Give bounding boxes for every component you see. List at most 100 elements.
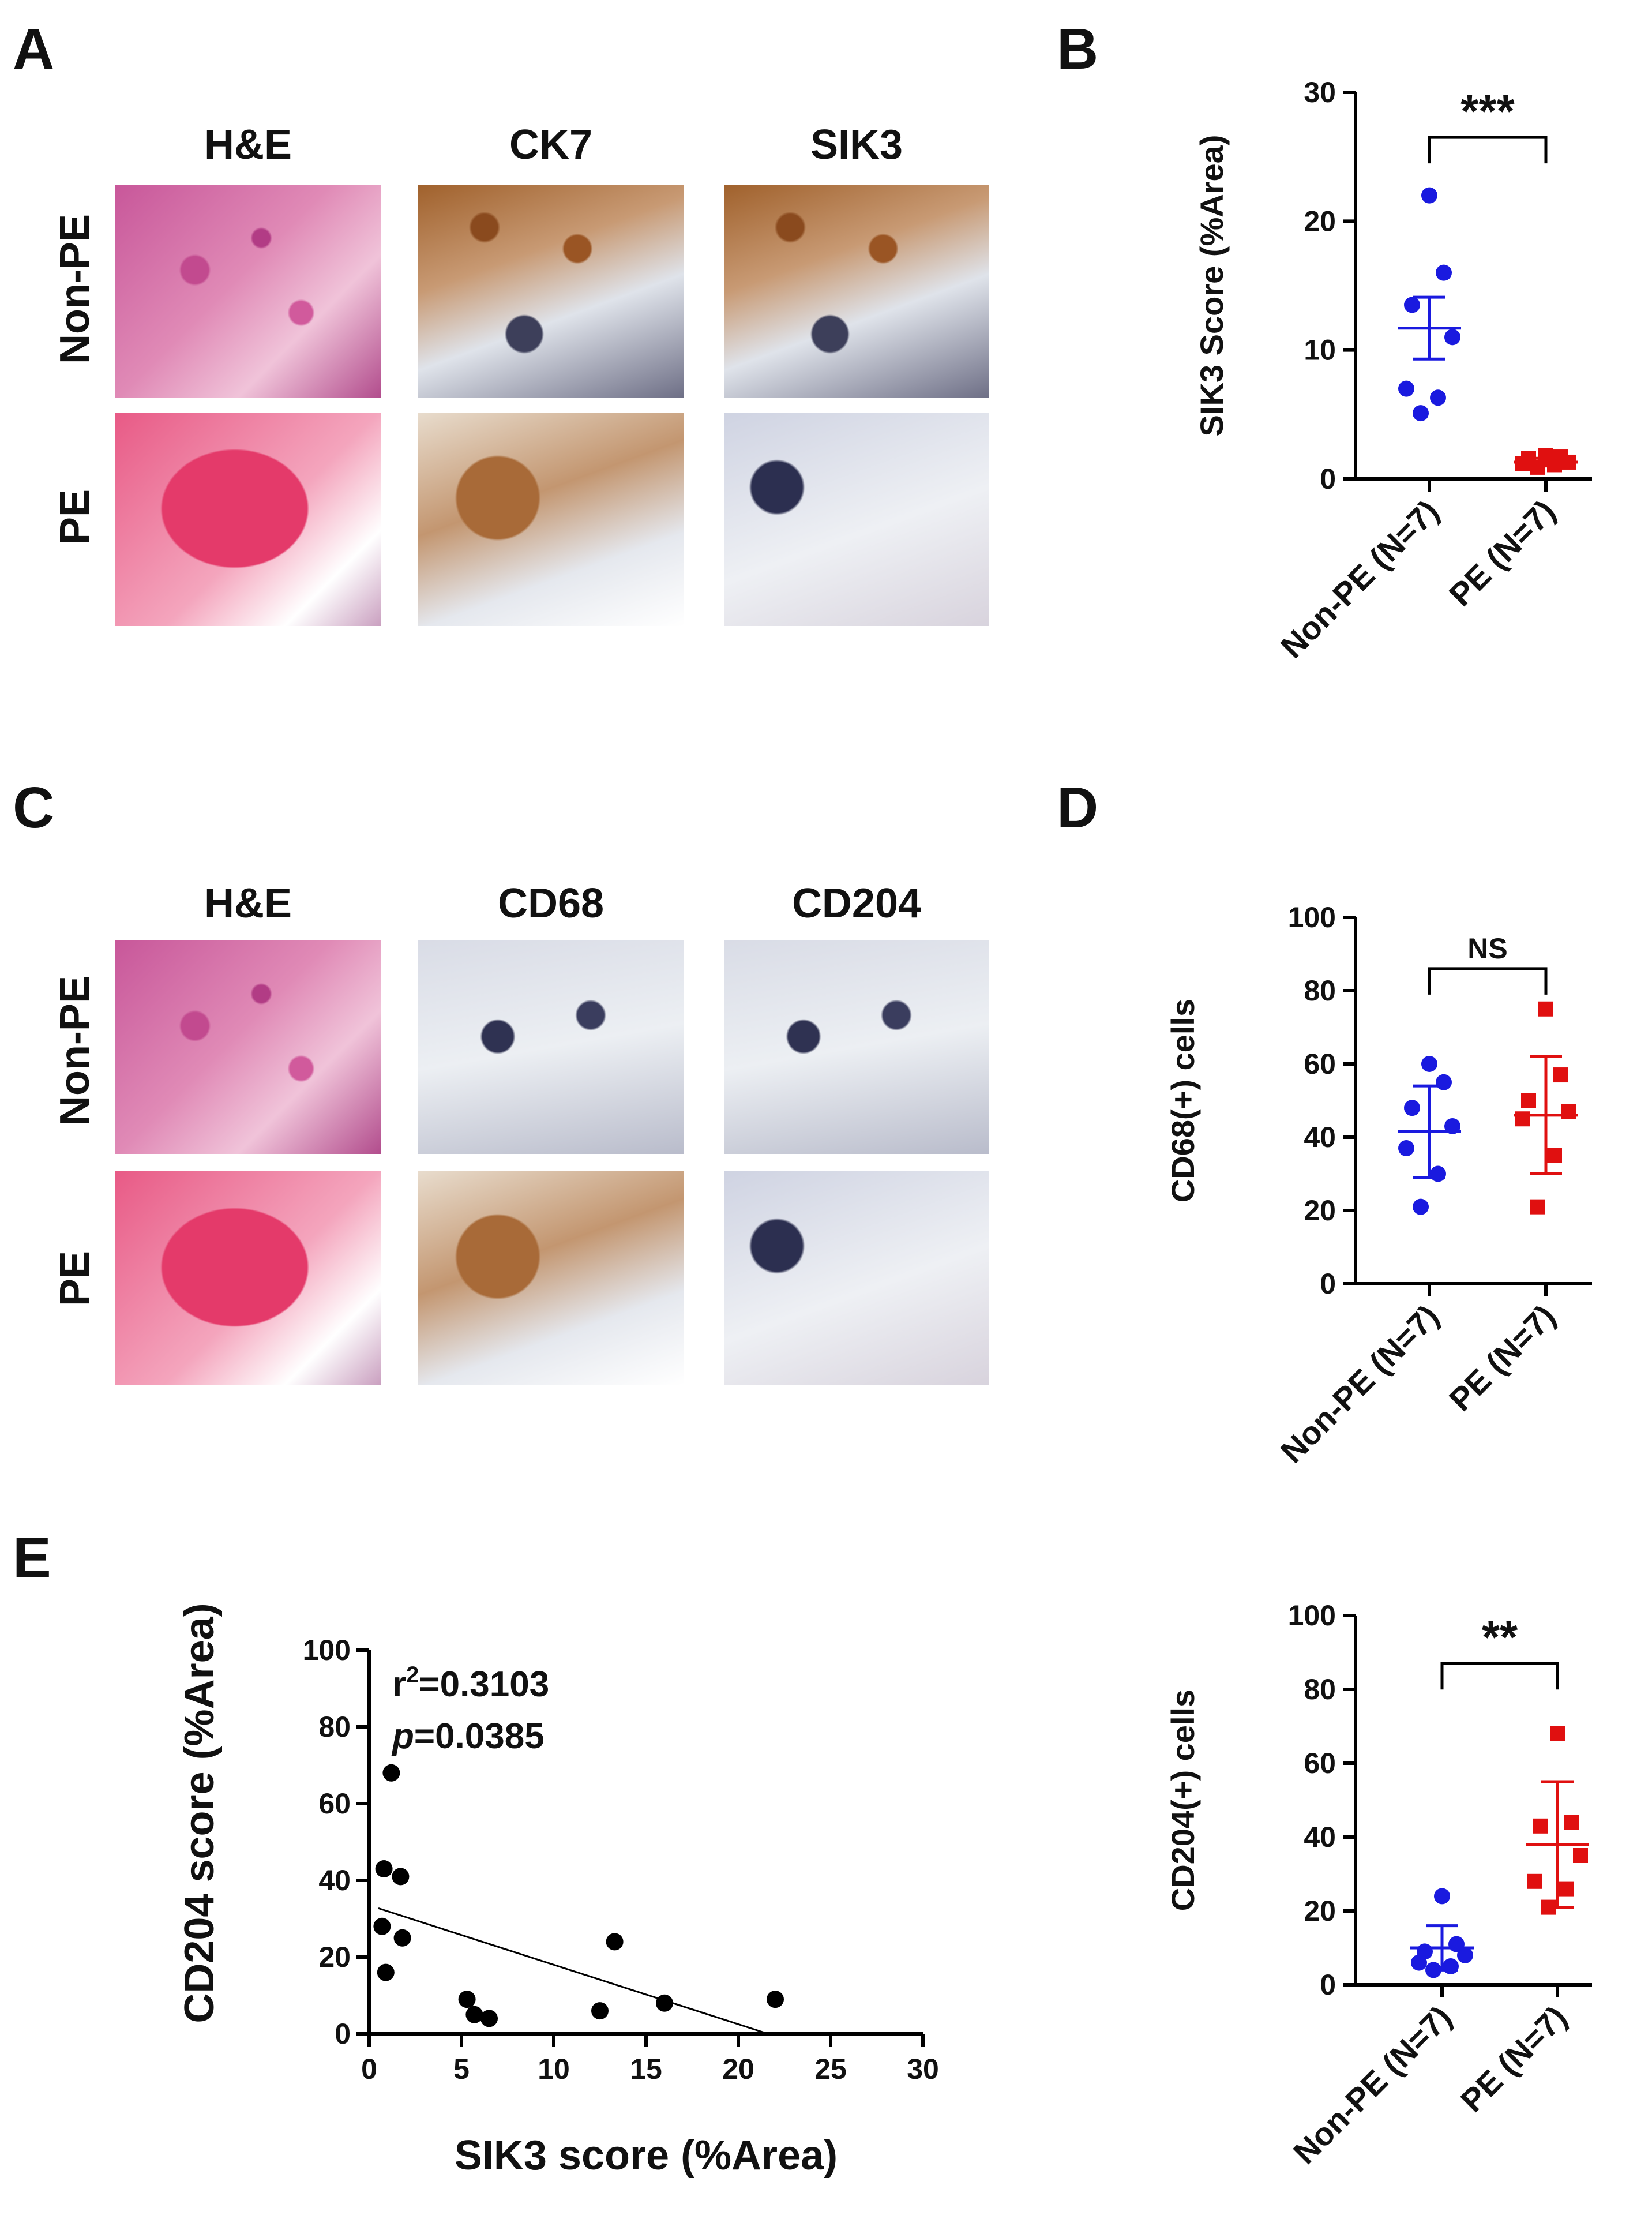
micrograph-c-he-nonpe bbox=[115, 940, 381, 1154]
chart-d-point-0-4 bbox=[1398, 1140, 1414, 1157]
chart-d-category-0: Non-PE (N=7) bbox=[1274, 1298, 1446, 1470]
chart-b-ytick-label-3: 30 bbox=[1304, 76, 1336, 108]
micrograph-c-cd204-pe bbox=[724, 1171, 989, 1385]
chart-d-point-0-0 bbox=[1421, 1056, 1437, 1072]
chart-e_dot-ytick-label-5: 100 bbox=[1288, 1599, 1336, 1632]
panel-c-col-cd204: CD204 bbox=[791, 880, 922, 927]
chart-e-scatter-ytick-label-2: 40 bbox=[318, 1864, 351, 1897]
micrograph-c-cd204-nonpe bbox=[724, 940, 989, 1154]
chart-e-scatter-point-4 bbox=[393, 1929, 411, 1947]
micrograph-a-he-nonpe bbox=[115, 185, 381, 398]
chart-d-point-1-3 bbox=[1561, 1104, 1576, 1119]
chart-e-scatter-point-8 bbox=[480, 2010, 498, 2027]
chart-e_dot-point-1-0 bbox=[1550, 1726, 1565, 1741]
chart-e_dot-point-1-1 bbox=[1564, 1815, 1579, 1830]
micrograph-c-he-pe bbox=[115, 1171, 381, 1385]
chart-b-point-1-4 bbox=[1515, 456, 1530, 471]
chart-b-ylabel: SIK3 Score (%Area) bbox=[1193, 135, 1230, 437]
chart-b-point-1-6 bbox=[1530, 459, 1545, 475]
chart-b-category-1: PE (N=7) bbox=[1442, 493, 1562, 613]
chart-e-scatter-ytick-label-1: 20 bbox=[318, 1941, 351, 1973]
chart-d-ytick-label-1: 20 bbox=[1304, 1194, 1336, 1227]
chart-e-scatter-point-11 bbox=[656, 1994, 673, 2012]
chart-e_dot-point-0-0 bbox=[1434, 1888, 1450, 1905]
chart-d-ytick-label-5: 100 bbox=[1288, 901, 1336, 934]
chart-e_dot-ytick-label-3: 60 bbox=[1304, 1747, 1336, 1779]
chart-e-scatter-point-10 bbox=[606, 1933, 624, 1951]
chart-e_dot-point-1-2 bbox=[1533, 1818, 1548, 1834]
chart-d-point-0-6 bbox=[1413, 1198, 1429, 1215]
micrograph-c-cd68-pe bbox=[418, 1171, 684, 1385]
chart-d-ytick-label-0: 0 bbox=[1320, 1268, 1336, 1300]
panel-letter-d: D bbox=[1057, 775, 1099, 840]
panel-a-col-ck7: CK7 bbox=[509, 122, 593, 168]
chart-e_dot-significance-label: ** bbox=[1482, 1611, 1518, 1663]
chart-d-ylabel: CD68(+) cells bbox=[1165, 999, 1201, 1202]
chart-e_dot-point-0-5 bbox=[1443, 1958, 1459, 1974]
chart-e-scatter-point-2 bbox=[392, 1868, 410, 1886]
chart-b-point-1-3 bbox=[1561, 454, 1576, 470]
panel-c-col-cd68: CD68 bbox=[497, 880, 605, 927]
chart-e-scatter-point-0 bbox=[382, 1764, 400, 1782]
chart-e-scatter-xtick-label-4: 20 bbox=[722, 2053, 754, 2085]
chart-d-point-0-3 bbox=[1444, 1118, 1460, 1134]
chart-b-point-0-3 bbox=[1444, 329, 1460, 346]
panel-a-col-he: H&E bbox=[204, 122, 292, 168]
chart-b-significance-label: *** bbox=[1460, 85, 1515, 137]
chart-b-point-0-2 bbox=[1404, 297, 1420, 313]
chart-e_dot-category-0: Non-PE (N=7) bbox=[1286, 1999, 1459, 2171]
chart-e_dot-point-1-3 bbox=[1573, 1848, 1588, 1863]
panel-letter-a: A bbox=[13, 17, 55, 81]
chart-e-scatter-ytick-label-4: 80 bbox=[318, 1711, 351, 1743]
chart-b-point-1-5 bbox=[1547, 457, 1562, 473]
chart-d-point-1-5 bbox=[1547, 1148, 1562, 1163]
chart-e_dot-point-1-6 bbox=[1541, 1899, 1556, 1915]
panel-letter-b: B bbox=[1057, 17, 1099, 81]
chart-d-point-1-4 bbox=[1515, 1111, 1530, 1127]
chart-e-scatter-point-7 bbox=[465, 2006, 483, 2023]
chart-e-scatter-point-1 bbox=[375, 1860, 393, 1878]
chart-d-point-0-5 bbox=[1430, 1165, 1446, 1182]
chart-e-scatter-point-6 bbox=[458, 1991, 476, 2008]
chart-b-point-0-0 bbox=[1421, 187, 1437, 204]
chart-e_dot-ytick-label-2: 40 bbox=[1304, 1821, 1336, 1853]
chart-e-scatter-xtick-label-5: 25 bbox=[814, 2053, 847, 2085]
chart-e-scatter-ytick-label-0: 0 bbox=[335, 2018, 351, 2050]
chart-e-scatter-xtick-label-1: 5 bbox=[453, 2053, 470, 2085]
micrograph-a-sik3-pe bbox=[724, 413, 989, 626]
panel-a-col-sik3: SIK3 bbox=[810, 122, 903, 168]
micrograph-a-sik3-nonpe bbox=[724, 185, 989, 398]
panel-letter-e: E bbox=[13, 1526, 51, 1590]
chart-e-scatter-point-5 bbox=[377, 1963, 395, 1981]
chart-e-scatter-ylabel: CD204 score (%Area) bbox=[177, 1603, 223, 2023]
chart-e_dot-ylabel: CD204(+) cells bbox=[1165, 1689, 1201, 1911]
panel-c-col-he: H&E bbox=[204, 880, 292, 927]
chart-e-scatter-xlabel: SIK3 score (%Area) bbox=[455, 2132, 838, 2179]
chart-d-point-1-0 bbox=[1538, 1001, 1553, 1017]
chart-d-point-1-6 bbox=[1530, 1199, 1545, 1215]
chart-e-scatter-ytick-label-3: 60 bbox=[318, 1787, 351, 1820]
chart-e-scatter-pvalue: p=0.0385 bbox=[391, 1716, 545, 1756]
chart-d-ytick-label-3: 60 bbox=[1304, 1048, 1336, 1080]
micrograph-c-cd68-nonpe bbox=[418, 940, 684, 1154]
chart-e_dot-point-0-1 bbox=[1448, 1936, 1465, 1952]
chart-e-scatter-xtick-label-6: 30 bbox=[907, 2053, 939, 2085]
chart-d-significance-label: NS bbox=[1467, 932, 1507, 965]
chart-d-point-1-2 bbox=[1521, 1093, 1536, 1108]
chart-e_dot-point-0-4 bbox=[1411, 1954, 1427, 1971]
chart-e-scatter-xtick-label-0: 0 bbox=[361, 2053, 377, 2085]
chart-b-ytick-label-1: 10 bbox=[1304, 334, 1336, 366]
panel-letter-c: C bbox=[13, 775, 55, 840]
chart-d-point-0-2 bbox=[1404, 1100, 1420, 1116]
chart-e-scatter-point-9 bbox=[591, 2002, 609, 2020]
chart-e-scatter-ytick-label-5: 100 bbox=[303, 1634, 351, 1666]
chart-e_dot-significance-bracket bbox=[1440, 1662, 1559, 1690]
chart-e_dot-point-0-6 bbox=[1425, 1962, 1441, 1978]
chart-e-scatter-regression-line bbox=[378, 1907, 769, 2035]
chart-d-ytick-label-2: 40 bbox=[1304, 1121, 1336, 1153]
chart-e-scatter-xtick-label-3: 15 bbox=[630, 2053, 662, 2085]
chart-b-category-0: Non-PE (N=7) bbox=[1274, 493, 1446, 665]
chart-e_dot-ytick-label-0: 0 bbox=[1320, 1969, 1336, 2001]
chart-d-point-0-1 bbox=[1436, 1074, 1452, 1090]
